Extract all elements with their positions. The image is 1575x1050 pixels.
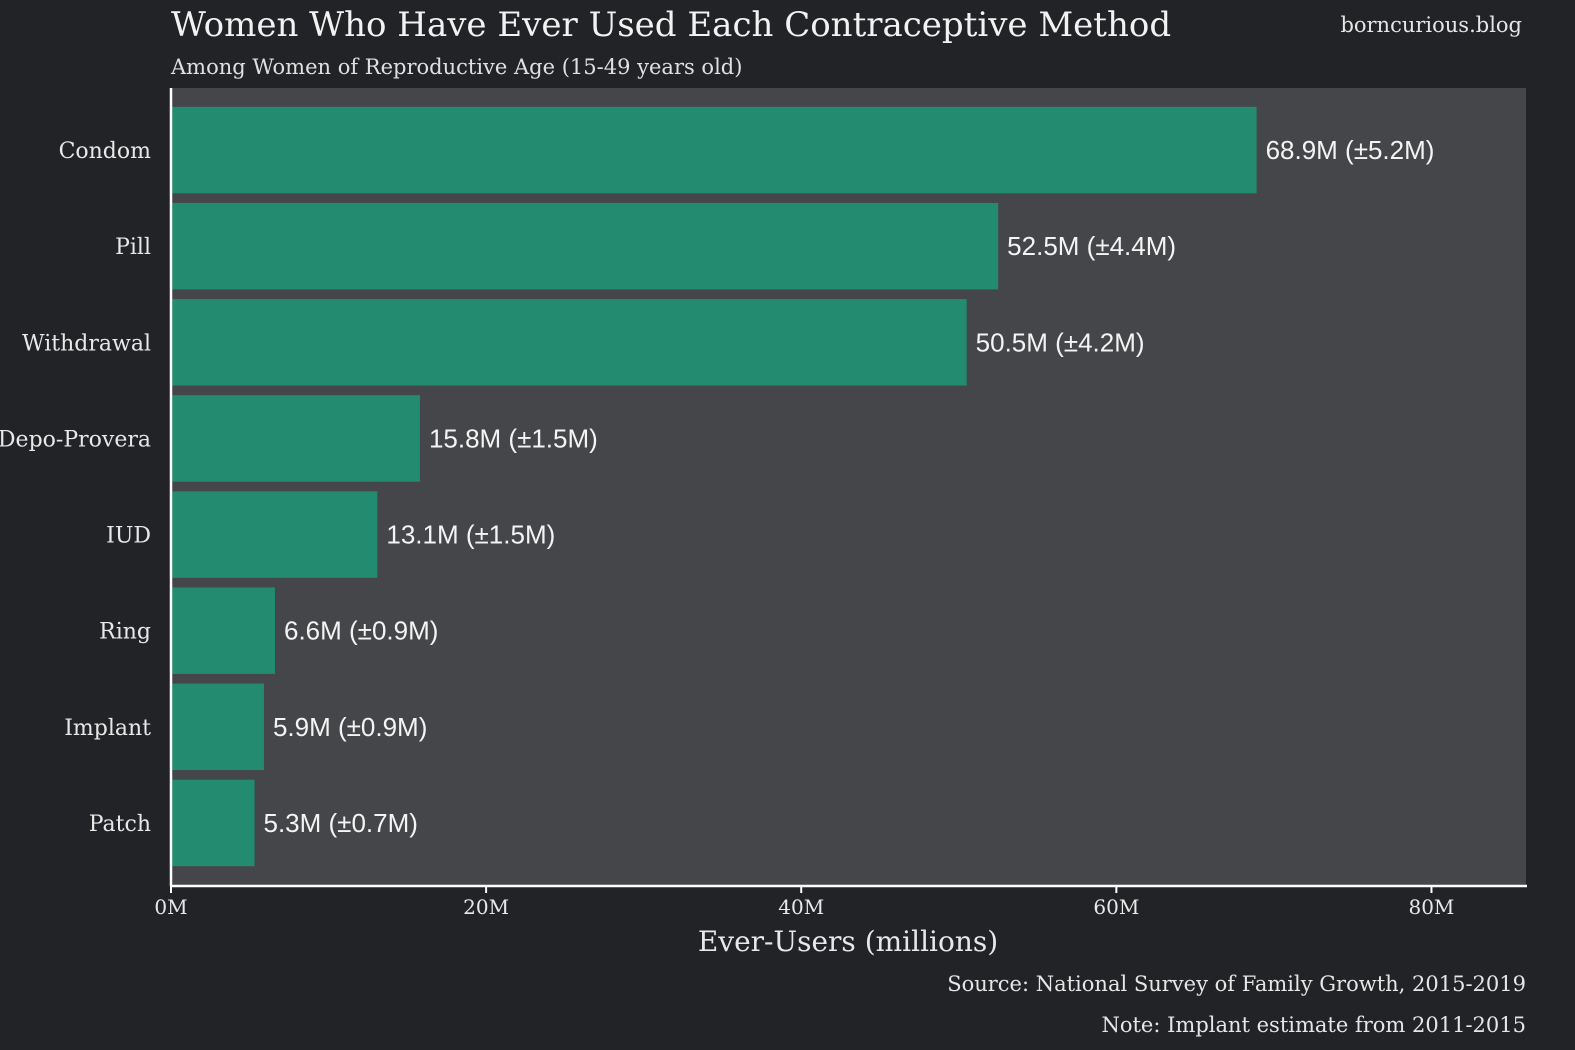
source-note: Source: National Survey of Family Growth… (947, 972, 1526, 996)
x-tick-label-40m: 40M (778, 895, 824, 919)
data-label-iud: 13.1M (±1.5M) (386, 520, 555, 550)
chart-title: Women Who Have Ever Used Each Contracept… (171, 5, 1171, 45)
bar-implant (171, 683, 264, 771)
data-label-condom: 68.9M (±5.2M) (1266, 135, 1435, 165)
category-label-pill: Pill (115, 235, 151, 260)
implant-note: Note: Implant estimate from 2011-2015 (1101, 1013, 1526, 1037)
x-tick-label-80m: 80M (1408, 895, 1454, 919)
bar-iud (171, 491, 378, 578)
category-label-patch: Patch (89, 812, 151, 837)
data-label-implant: 5.9M (±0.9M) (273, 712, 427, 742)
category-labels-group: Condom Pill Withdrawal Depo-Provera IUD Ring I… (0, 139, 151, 837)
category-label-withdrawal: Withdrawal (22, 331, 151, 356)
category-label-ring: Ring (99, 620, 151, 645)
data-label-pill: 52.5M (±4.4M) (1007, 231, 1176, 261)
data-label-withdrawal: 50.5M (±4.2M) (976, 327, 1145, 357)
data-label-patch: 5.3M (±0.7M) (264, 808, 418, 838)
x-axis-title: Ever-Users (millions) (698, 925, 998, 958)
data-labels-group: 68.9M (±5.2M) 52.5M (±4.4M) 50.5M (±4.2M) 1… (264, 135, 1435, 838)
category-label-depo-provera: Depo-Provera (0, 427, 151, 452)
category-label-iud: IUD (106, 524, 151, 549)
bar-ring (171, 587, 275, 674)
category-label-condom: Condom (59, 139, 152, 164)
bar-pill (171, 202, 999, 290)
bars-group (171, 106, 1257, 867)
bar-patch (171, 779, 255, 867)
bar-withdrawal (171, 299, 967, 386)
bar-condom (171, 106, 1257, 194)
x-tick-label-60m: 60M (1093, 895, 1139, 919)
bar-depo-provera (171, 395, 420, 482)
chart-subtitle: Among Women of Reproductive Age (15-49 y… (170, 55, 742, 79)
watermark: borncurious.blog (1340, 13, 1522, 37)
x-tick-label-0m: 0M (154, 895, 187, 919)
category-label-implant: Implant (64, 716, 151, 741)
x-tick-label-20m: 20M (463, 895, 509, 919)
data-label-depo-provera: 15.8M (±1.5M) (429, 423, 598, 453)
data-label-ring: 6.6M (±0.9M) (284, 616, 438, 646)
x-axis-ticks-group: 0M 20M 40M 60M 80M (154, 886, 1454, 919)
